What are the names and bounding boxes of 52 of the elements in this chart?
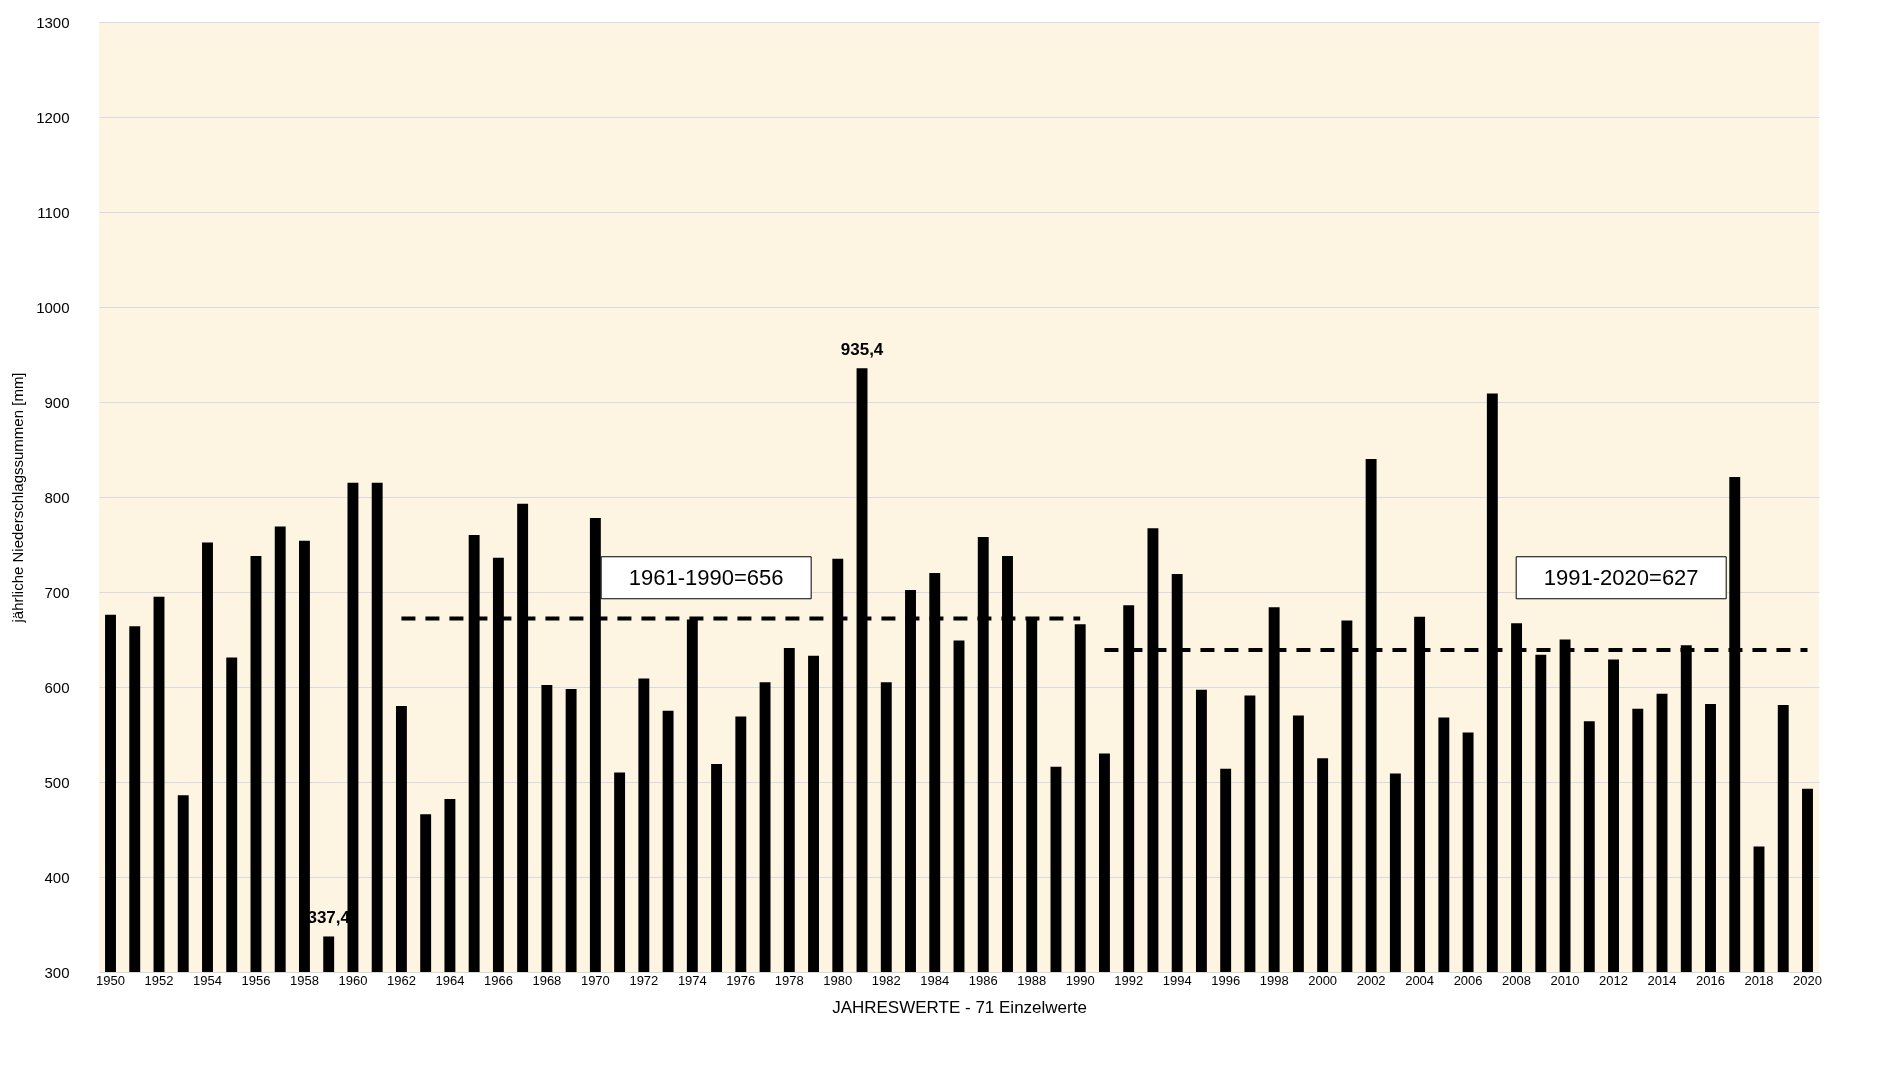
x-tick-label: 1964 <box>435 972 465 988</box>
y-tick-label: 600 <box>44 678 70 696</box>
annotation: 1991-2020=627 <box>1543 564 1699 590</box>
x-tick-label: 1968 <box>532 972 562 988</box>
x-tick-label: 1974 <box>677 972 707 988</box>
x-tick-label: 1972 <box>629 972 659 988</box>
x-tick-label: 1978 <box>774 972 804 988</box>
x-tick-label: 1954 <box>193 972 222 988</box>
x-tick-label: 1982 <box>871 972 901 988</box>
x-axis-title: JAHRESWERTE - 71 Einzelwerte <box>832 997 1087 1017</box>
y-tick-label: 300 <box>44 963 70 981</box>
x-tick-label: 1980 <box>823 972 853 988</box>
y-tick-label: 800 <box>44 488 70 506</box>
data-label: 935,4 <box>840 340 884 360</box>
x-tick-label: 2000 <box>1308 972 1338 988</box>
x-tick-label: 1960 <box>338 972 368 988</box>
y-tick-label: 1300 <box>36 13 70 31</box>
x-tick-label: 1984 <box>920 972 950 988</box>
x-tick-label: 2020 <box>1793 972 1822 988</box>
annotation: 1961-1990=656 <box>628 564 784 590</box>
x-tick-label: 2008 <box>1502 972 1532 988</box>
x-tick-label: 1952 <box>144 972 174 988</box>
x-tick-label: 1970 <box>580 972 610 988</box>
x-tick-label: 1958 <box>289 972 319 988</box>
x-tick-label: 1994 <box>1162 972 1192 988</box>
y-axis-title: jährliche Niederschlagssummen [mm] <box>9 372 27 624</box>
x-tick-label: 2014 <box>1647 972 1677 988</box>
x-tick-label: 1976 <box>726 972 756 988</box>
y-tick-label: 1000 <box>36 298 70 316</box>
x-tick-label: 2016 <box>1696 972 1725 988</box>
x-tick-label: 1956 <box>241 972 271 988</box>
x-tick-label: 1992 <box>1114 972 1144 988</box>
x-tick-label: 1988 <box>1017 972 1047 988</box>
x-tick-label: 2012 <box>1599 972 1629 988</box>
y-tick-label: 900 <box>44 393 70 411</box>
x-tick-label: 1986 <box>968 972 998 988</box>
x-tick-label: 1950 <box>96 972 125 988</box>
x-tick-label: 2002 <box>1356 972 1386 988</box>
x-tick-label: 1998 <box>1259 972 1289 988</box>
x-tick-label: 1966 <box>483 972 513 988</box>
x-tick-label: 2004 <box>1405 972 1435 988</box>
y-tick-label: 400 <box>44 868 70 886</box>
y-tick-label: 500 <box>44 773 70 791</box>
y-tick-label: 700 <box>44 583 70 601</box>
y-tick-label: 1200 <box>36 108 70 126</box>
x-tick-label: 2010 <box>1550 972 1580 988</box>
x-tick-label: 1990 <box>1065 972 1095 988</box>
x-tick-label: 1996 <box>1211 972 1241 988</box>
x-tick-label: 2006 <box>1453 972 1483 988</box>
y-tick-label: 1100 <box>37 203 70 221</box>
x-tick-label: 1962 <box>386 972 416 988</box>
x-tick-label: 2018 <box>1744 972 1774 988</box>
